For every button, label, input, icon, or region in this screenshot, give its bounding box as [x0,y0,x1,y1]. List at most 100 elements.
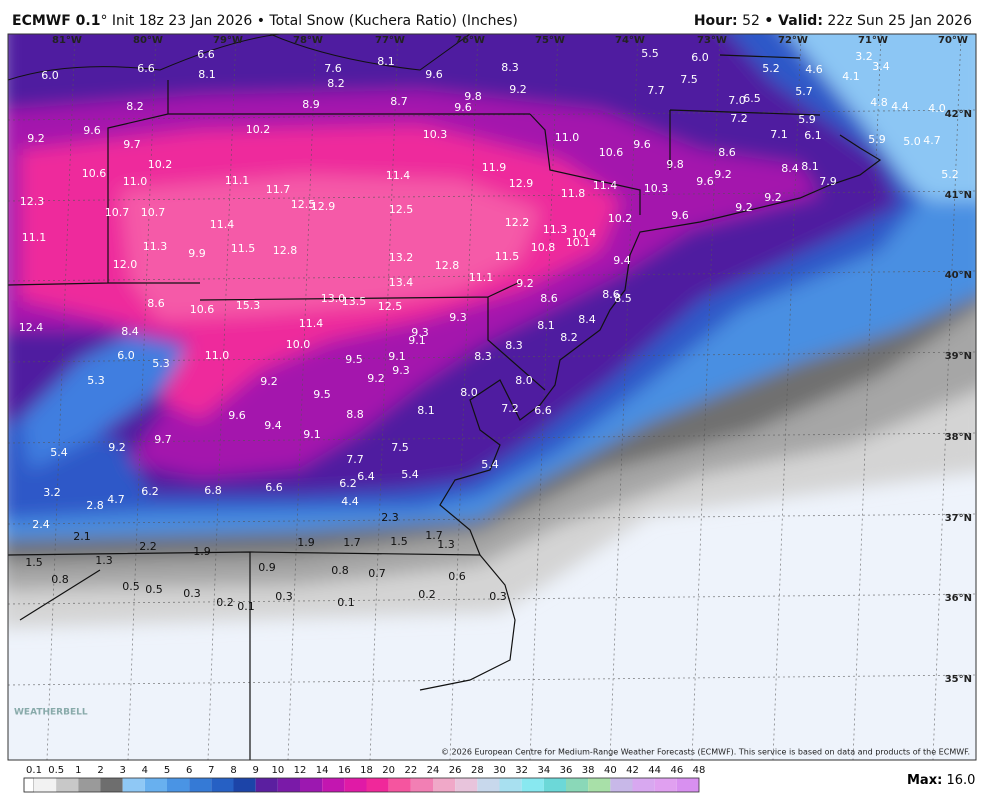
snow-amount: 11.1 [22,231,47,244]
snow-amount: 0.5 [145,583,163,596]
snow-amount: 9.6 [454,101,472,114]
snow-amount: 8.5 [614,292,632,305]
snow-amount: 10.1 [566,236,591,249]
colorbar-tick: 8 [230,765,236,776]
colorbar-swatch [410,778,433,792]
meridian [932,34,962,760]
shade [120,175,540,320]
snow-amount: 9.1 [303,428,321,441]
longitude-label: 72°W [778,35,808,46]
snow-amount: 7.5 [391,441,409,454]
colorbar-tick: 46 [670,765,683,776]
snow-amount: 12.0 [113,258,138,271]
snow-amount: 8.2 [327,77,345,90]
snow-amount: 7.7 [647,84,665,97]
colorbar-swatch [521,778,544,792]
snow-amount: 0.6 [448,570,466,583]
snow-amount: 5.0 [903,135,921,148]
snow-amount: 5.2 [941,168,959,181]
snow-amount: 1.7 [425,529,443,542]
colorbar-tick: 38 [582,765,595,776]
meridian [127,34,157,760]
colorbar-swatch [144,778,167,792]
snow-amount: 11.7 [266,183,291,196]
snow-amount: 10.4 [572,227,597,240]
snow-amount: 9.8 [464,90,482,103]
snow-amount: 4.1 [842,70,860,83]
colorbar-swatch [543,778,566,792]
hour-label: Hour: [694,13,738,29]
longitude-label: 71°W [858,35,888,46]
colorbar-tick: 20 [382,765,395,776]
model: ECMWF 0.1 [12,13,100,29]
snow-amount: 0.3 [489,590,507,603]
latitude-label: 38°N [945,432,972,443]
colorbar-swatch [654,778,677,792]
colorbar-tick: 3 [119,765,125,776]
colorbar-frame [23,777,700,793]
snow-amount: 10.2 [246,123,271,136]
snow-amount: 0.2 [418,588,436,601]
parallel [8,593,976,605]
snow-amount: 8.7 [390,95,408,108]
snow-amount: 10.6 [599,146,624,159]
snow-amount: 9.6 [696,175,714,188]
snow-amount: 10.6 [190,303,215,316]
map-field [8,34,976,760]
valid-info: Hour: 52 • Valid: 22z Sun 25 Jan 2026 [694,13,972,29]
snow-amount: 7.0 [728,94,746,107]
colorbar-tick: 4 [142,765,148,776]
snow-amount: 9.2 [516,277,534,290]
snow-amount: 8.6 [602,288,620,301]
snow-amount: 10.3 [423,128,448,141]
snow-amount: 3.4 [872,60,890,73]
snow-amount: 8.8 [346,408,364,421]
snow-amount: 1.3 [437,538,455,551]
colorbar-tick: 16 [338,765,351,776]
colorbar: 0.1 0.5 1 2 3 4 5 6 7 8 9 10 12 14 16 18 20 22 24 26 28 30 32 3… [23,765,705,793]
snow-amount: 9.5 [345,353,363,366]
colorbar-swatch [477,778,500,792]
snow-amount: 5.4 [401,468,419,481]
snow-amount: 12.8 [435,259,460,272]
colorbar-swatch [566,778,589,792]
colorbar-tick: 0.1 [26,765,42,776]
colorbar-tick: 6 [186,765,192,776]
lake-shore [8,34,471,81]
snow-amount: 1.5 [390,535,408,548]
max-label: Max: [907,773,942,788]
snow-amount: 6.6 [265,481,283,494]
colorbar-tick: 22 [404,765,417,776]
snow-amount: 7.9 [819,175,837,188]
snow-amount: 0.2 [216,596,234,609]
colorbar-tick: 24 [427,765,440,776]
snow-amount: 8.3 [474,350,492,363]
snow-amount: 9.5 [313,388,331,401]
colorbar-swatch [322,778,345,792]
snow-amount: 2.8 [86,499,104,512]
snow-amount: 0.8 [51,573,69,586]
valid: 22z Sun 25 Jan 2026 [827,13,972,29]
snow-amount: 8.6 [540,292,558,305]
latitude-label: 37°N [945,513,972,524]
longitude-label: 78°W [293,35,323,46]
snow-amount: 12.9 [311,200,336,213]
snow-amount: 8.1 [198,68,216,81]
snow-amount: 12.4 [19,321,44,334]
snow-amount: 12.5 [378,300,403,313]
parallel [8,190,976,202]
parallel [8,432,976,444]
colorbar-swatch [366,778,389,792]
colorbar-tick: 12 [294,765,307,776]
snow-amount: 4.4 [341,495,359,508]
snow-amount: 8.0 [460,386,478,399]
snow-amount: 5.3 [152,357,170,370]
snow-amount: 5.7 [795,85,813,98]
latitude-label: 39°N [945,351,972,362]
longitude-label: 75°W [535,35,565,46]
valid-label: • Valid: [764,13,823,29]
snow-amount: 9.3 [449,311,467,324]
latitude-label: 35°N [945,674,972,685]
snow-amount: 0.3 [183,587,201,600]
